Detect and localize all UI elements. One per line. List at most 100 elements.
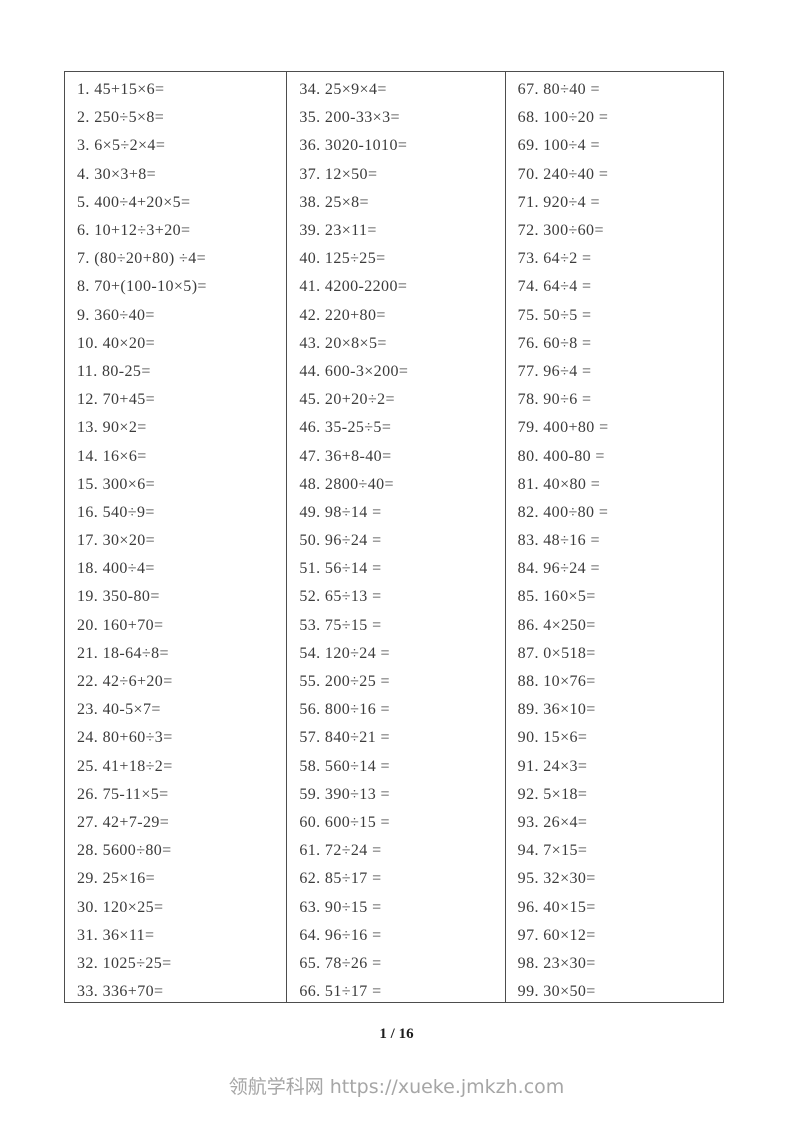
- problem-item: 15. 300×6=: [77, 475, 156, 493]
- problem-item: 91. 24×3=: [517, 757, 588, 775]
- problem-item: 6. 10+12÷3+20=: [77, 222, 191, 240]
- problem-item: 58. 560÷14 =: [299, 757, 390, 775]
- problem-item: 39. 23×11=: [299, 222, 377, 240]
- problem-item: 9. 360÷40=: [77, 306, 155, 324]
- problem-item: 22. 42÷6+20=: [77, 673, 173, 691]
- problem-item: 2. 250÷5×8=: [77, 109, 165, 127]
- problem-item: 3. 6×5÷2×4=: [77, 137, 166, 155]
- problem-item: 89. 36×10=: [517, 701, 596, 719]
- problem-item: 38. 25×8=: [299, 193, 369, 211]
- problem-item: 14. 16×6=: [77, 447, 147, 465]
- problem-item: 77. 96÷4 =: [517, 362, 592, 380]
- problem-item: 71. 920÷4 =: [517, 193, 600, 211]
- problem-item: 96. 40×15=: [517, 898, 596, 916]
- problem-item: 73. 64÷2 =: [517, 250, 592, 268]
- problem-item: 54. 120÷24 =: [299, 644, 390, 662]
- problem-item: 90. 15×6=: [517, 729, 588, 747]
- problem-item: 95. 32×30=: [517, 870, 596, 888]
- problem-item: 87. 0×518=: [517, 644, 596, 662]
- problem-item: 30. 120×25=: [77, 898, 164, 916]
- problem-item: 46. 35-25÷5=: [299, 419, 392, 437]
- problem-item: 85. 160×5=: [517, 588, 596, 606]
- problem-item: 17. 30×20=: [77, 532, 156, 550]
- problem-item: 84. 96÷24 =: [517, 560, 600, 578]
- problem-item: 23. 40-5×7=: [77, 701, 161, 719]
- problem-item: 10. 40×20=: [77, 334, 156, 352]
- problem-item: 53. 75÷15 =: [299, 616, 382, 634]
- problem-item: 66. 51÷17 =: [299, 983, 382, 1001]
- problem-item: 75. 50÷5 =: [517, 306, 592, 324]
- problem-item: 56. 800÷16 =: [299, 701, 390, 719]
- problem-item: 72. 300÷60=: [517, 222, 604, 240]
- problem-item: 28. 5600÷80=: [77, 842, 172, 860]
- problem-item: 21. 18-64÷8=: [77, 644, 169, 662]
- problem-item: 33. 336+70=: [77, 983, 164, 1001]
- problem-item: 32. 1025÷25=: [77, 954, 172, 972]
- problem-item: 92. 5×18=: [517, 785, 588, 803]
- problem-item: 29. 25×16=: [77, 870, 156, 888]
- problem-item: 45. 20+20÷2=: [299, 391, 395, 409]
- problem-item: 64. 96÷16 =: [299, 926, 382, 944]
- problem-item: 36. 3020-1010=: [299, 137, 408, 155]
- problem-item: 4. 30×3+8=: [77, 165, 157, 183]
- problem-item: 24. 80+60÷3=: [77, 729, 173, 747]
- problem-item: 94. 7×15=: [517, 842, 588, 860]
- problem-item: 99. 30×50=: [517, 983, 596, 1001]
- problem-item: 81. 40×80 =: [517, 475, 601, 493]
- worksheet-column-3: 67. 80÷40 = 68. 100÷20 = 69. 100÷4 = 70. 24…: [504, 72, 723, 1002]
- problem-item: 27. 42+7-29=: [77, 813, 170, 831]
- problem-item: 97. 60×12=: [517, 926, 596, 944]
- problem-item: 79. 400+80 =: [517, 419, 609, 437]
- problem-item: 40. 125÷25=: [299, 250, 386, 268]
- problem-item: 63. 90÷15 =: [299, 898, 382, 916]
- problem-item: 88. 10×76=: [517, 673, 596, 691]
- problem-item: 98. 23×30=: [517, 954, 596, 972]
- problem-item: 62. 85÷17 =: [299, 870, 382, 888]
- problem-item: 93. 26×4=: [517, 813, 588, 831]
- problem-item: 16. 540÷9=: [77, 503, 155, 521]
- problem-item: 82. 400÷80 =: [517, 503, 609, 521]
- problem-item: 47. 36+8-40=: [299, 447, 392, 465]
- problem-item: 61. 72÷24 =: [299, 842, 382, 860]
- problem-item: 76. 60÷8 =: [517, 334, 592, 352]
- problem-item: 80. 400-80 =: [517, 447, 605, 465]
- problem-item: 50. 96÷24 =: [299, 532, 382, 550]
- problem-item: 51. 56÷14 =: [299, 560, 382, 578]
- problem-item: 34. 25×9×4=: [299, 81, 387, 99]
- problems-table: 1. 45+15×6= 2. 250÷5×8= 3. 6×5÷2×4= 4. 30×3…: [64, 71, 724, 1003]
- problem-item: 42. 220+80=: [299, 306, 386, 324]
- problem-item: 12. 70+45=: [77, 391, 156, 409]
- problem-item: 70. 240÷40 =: [517, 165, 609, 183]
- problem-item: 48. 2800÷40=: [299, 475, 394, 493]
- problem-item: 83. 48÷16 =: [517, 532, 600, 550]
- problem-item: 43. 20×8×5=: [299, 334, 387, 352]
- problem-item: 18. 400÷4=: [77, 560, 155, 578]
- problem-item: 55. 200÷25 =: [299, 673, 390, 691]
- problem-item: 60. 600÷15 =: [299, 813, 390, 831]
- problem-item: 86. 4×250=: [517, 616, 596, 634]
- worksheet-column-1: 1. 45+15×6= 2. 250÷5×8= 3. 6×5÷2×4= 4. 30×3…: [65, 72, 286, 1002]
- problem-item: 67. 80÷40 =: [517, 81, 600, 99]
- problem-item: 1. 45+15×6=: [77, 81, 165, 99]
- problem-item: 44. 600-3×200=: [299, 362, 409, 380]
- problem-item: 57. 840÷21 =: [299, 729, 390, 747]
- problem-item: 78. 90÷6 =: [517, 391, 592, 409]
- problem-item: 52. 65÷13 =: [299, 588, 382, 606]
- problem-item: 13. 90×2=: [77, 419, 147, 437]
- problem-item: 26. 75-11×5=: [77, 785, 169, 803]
- problem-item: 20. 160+70=: [77, 616, 164, 634]
- problem-item: 7. (80÷20+80) ÷4=: [77, 250, 207, 268]
- page-number: 1 / 16: [379, 1026, 414, 1042]
- worksheet-column-2: 34. 25×9×4= 35. 200-33×3= 36. 3020-1010= 37…: [286, 72, 504, 1002]
- problem-item: 25. 41+18÷2=: [77, 757, 173, 775]
- problem-item: 49. 98÷14 =: [299, 503, 382, 521]
- watermark-text: 领航学科网 https://xueke.jmkzh.com: [228, 1076, 565, 1098]
- problem-item: 35. 200-33×3=: [299, 109, 400, 127]
- problem-item: 31. 36×11=: [77, 926, 155, 944]
- problem-item: 41. 4200-2200=: [299, 278, 408, 296]
- problem-item: 74. 64÷4 =: [517, 278, 592, 296]
- problem-item: 8. 70+(100-10×5)=: [77, 278, 207, 296]
- problem-item: 37. 12×50=: [299, 165, 378, 183]
- problem-item: 5. 400÷4+20×5=: [77, 193, 191, 211]
